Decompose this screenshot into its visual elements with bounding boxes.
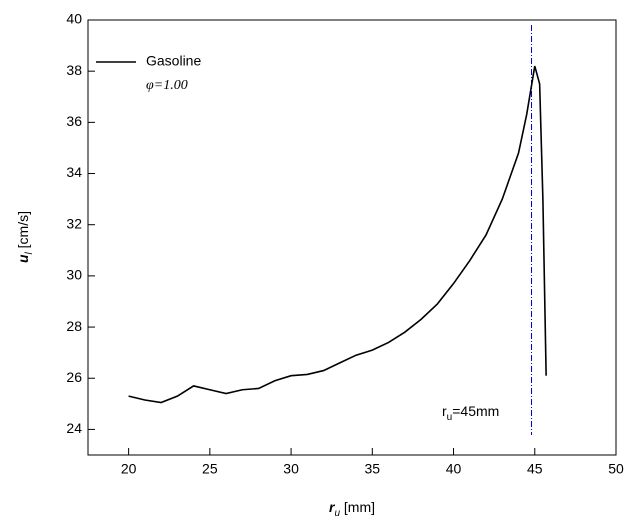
x-axis-label-part: u [334,508,340,519]
y-axis-label: ul [cm/s] [15,211,35,263]
y-axis-label-part: u [15,254,31,263]
reference-label: ru=45mm [442,403,499,423]
y-tick-label: 32 [66,215,82,231]
y-axis-label-part: [cm/s] [15,211,31,252]
reference-label-part: =45mm [452,403,499,419]
x-axis-label: ru [mm] [329,499,375,519]
y-tick-label: 34 [66,164,82,180]
x-tick-label: 25 [202,461,218,477]
series-line [128,65,547,404]
x-tick-label: 40 [446,461,462,477]
y-tick-label: 26 [66,369,82,385]
plot-frame [87,19,617,456]
x-tick-label: 50 [608,461,624,477]
y-tick-label: 30 [66,267,82,283]
x-axis-label-part: r [329,499,336,515]
reference-label-part: r [442,403,447,419]
y-axis-label-group: ul [cm/s] [15,211,35,263]
y-axis-label-part: l [24,251,35,254]
x-tick-label: 20 [121,461,137,477]
y-tick-label: 38 [66,62,82,78]
x-tick-label: 30 [283,461,299,477]
y-tick-label: 24 [66,420,82,436]
x-tick-label: 35 [365,461,381,477]
x-axis-label-part: [mm] [340,499,375,515]
legend-note: φ=1.00 [146,78,188,93]
legend-label: Gasoline [146,53,201,69]
x-tick-label: 45 [527,461,543,477]
reference-label-part: u [447,412,453,423]
y-tick-label: 36 [66,113,82,129]
y-tick-label: 28 [66,318,82,334]
y-tick-label: 40 [66,11,82,27]
